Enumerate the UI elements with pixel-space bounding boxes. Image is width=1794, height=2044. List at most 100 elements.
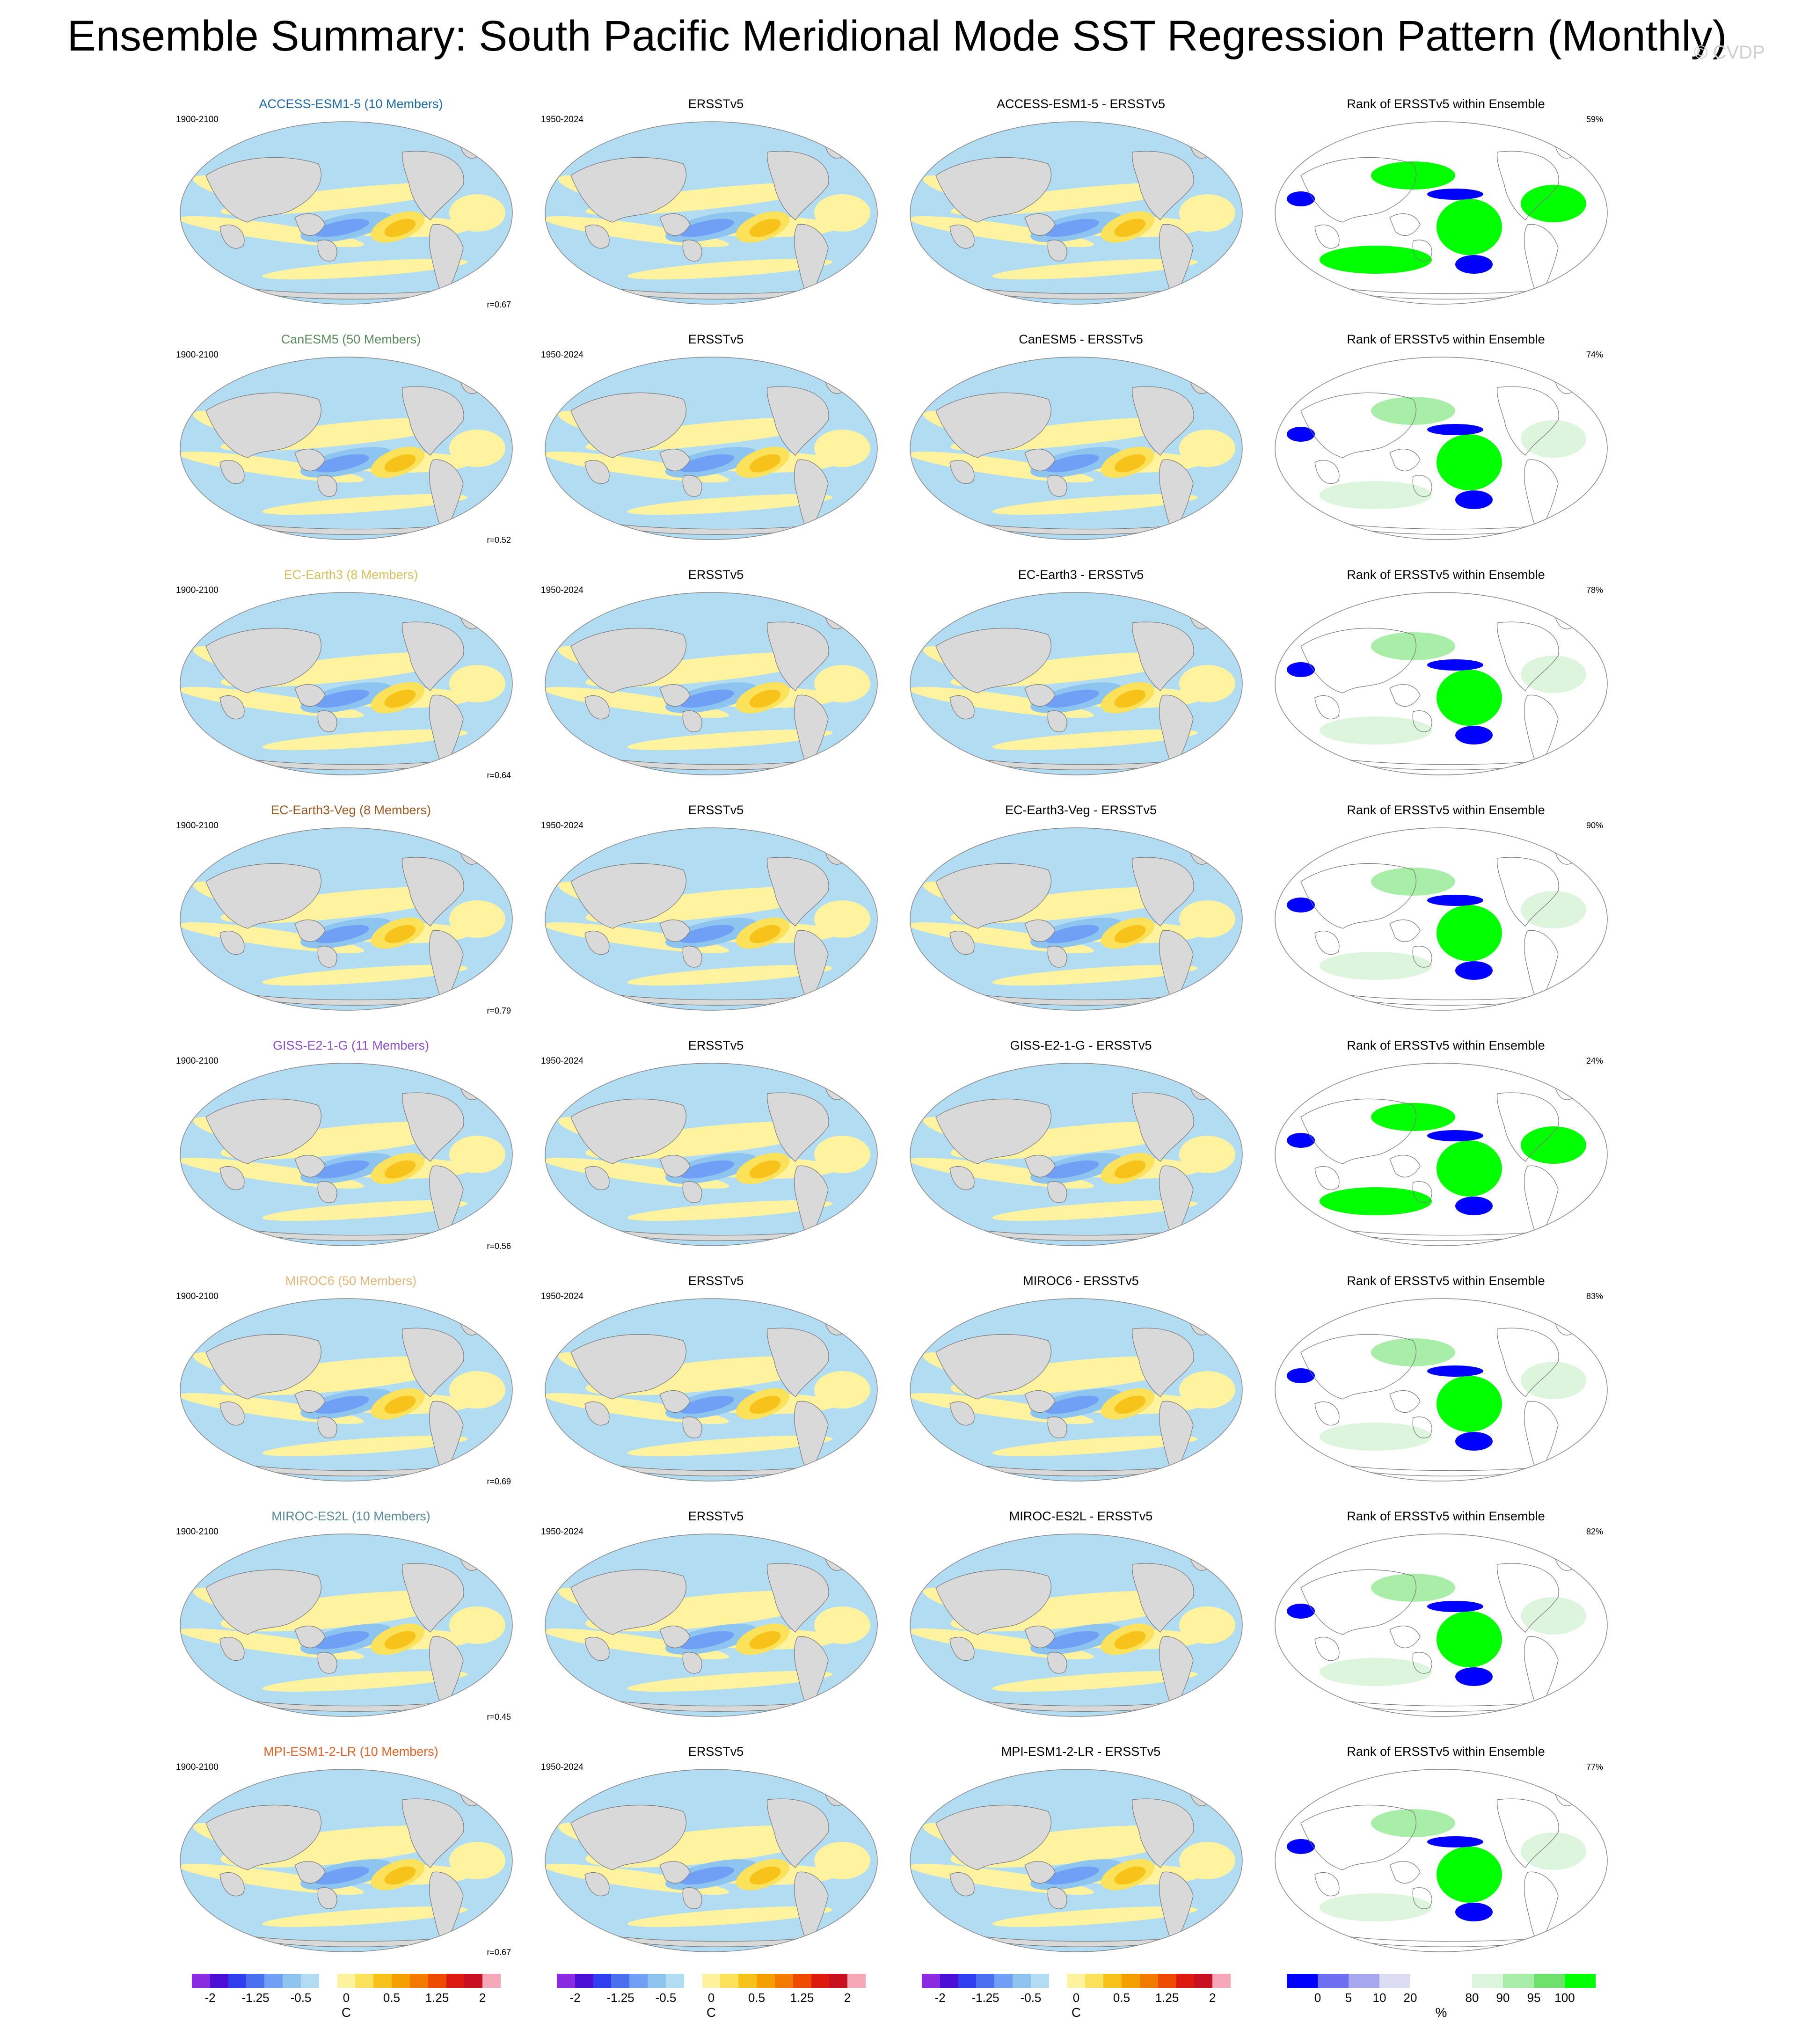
rank-percent: 74% — [1586, 350, 1603, 359]
model-panel: EC-Earth3 (8 Members) 1900-2100 r=0.64 — [173, 567, 529, 782]
model-map — [180, 121, 513, 305]
period-label: 1900-2100 — [176, 585, 219, 595]
obs-panel: ERSSTv5 1950-2024 — [538, 96, 894, 311]
period-label: 1900-2100 — [176, 1056, 219, 1066]
period-label: 1900-2100 — [176, 350, 219, 360]
panel-title: EC-Earth3-Veg (8 Members) — [270, 803, 431, 817]
colorbar-swatch — [1349, 1974, 1379, 1988]
model-map — [180, 1533, 513, 1717]
model-panel: MIROC-ES2L (10 Members) 1900-2100 r=0.45 — [173, 1508, 529, 1723]
colorbar-swatch — [392, 1974, 410, 1988]
colorbar-tick-label: -2 — [204, 1991, 216, 2005]
colorbar-swatches — [557, 1974, 866, 1988]
colorbar-swatch — [665, 1974, 684, 1988]
sst-colorbar: -2 -1.25 -0.5 0 0.5 1.25 2 C — [192, 1974, 501, 2021]
obs-panel: ERSSTv5 1950-2024 — [538, 567, 894, 782]
period-label: 1950-2024 — [541, 821, 583, 831]
colorbar-swatch — [629, 1974, 648, 1988]
diff-map — [910, 121, 1243, 305]
colorbar-swatches — [922, 1974, 1231, 1988]
panel-title: ERSSTv5 — [688, 1038, 744, 1052]
panel-title: ERSSTv5 — [688, 1745, 744, 1759]
rank-map — [1275, 827, 1608, 1011]
diff-panel: GISS-E2-1-G - ERSSTv5 — [903, 1037, 1259, 1253]
panel-title: EC-Earth3-Veg - ERSSTv5 — [1005, 803, 1157, 817]
colorbar-tick-label: 80 — [1465, 1991, 1479, 2005]
colorbar-swatch — [1013, 1974, 1031, 1988]
model-map — [180, 1298, 513, 1482]
colorbar-swatch — [446, 1974, 465, 1988]
copyright-label: © CVDP — [1694, 42, 1765, 63]
colorbar-tick-label: -0.5 — [290, 1991, 312, 2005]
model-panel: GISS-E2-1-G (11 Members) 1900-2100 r=0.56 — [173, 1037, 529, 1253]
period-label: 1950-2024 — [541, 350, 583, 360]
rank-panel: Rank of ERSSTv5 within Ensemble 78% — [1268, 567, 1624, 782]
period-label: 1900-2100 — [176, 115, 219, 124]
colorbar-tick-label: 2 — [844, 1991, 851, 2005]
panel-title: MIROC6 (50 Members) — [285, 1274, 417, 1288]
colorbar-swatch — [464, 1974, 483, 1988]
diff-map — [910, 1063, 1243, 1246]
colorbar-swatch — [337, 1974, 356, 1988]
colorbar-swatch — [648, 1974, 666, 1988]
obs-map — [545, 1769, 878, 1952]
colorbar-swatch — [922, 1974, 940, 1988]
colorbar-swatch — [373, 1974, 392, 1988]
colorbar-tick-label: -2 — [569, 1991, 581, 2005]
colorbar-swatch — [1067, 1974, 1086, 1988]
colorbar-tick-label: 0.5 — [748, 1991, 766, 2005]
period-label: 1900-2100 — [176, 1527, 219, 1537]
colorbar-swatch — [557, 1974, 575, 1988]
rank-map — [1275, 1063, 1608, 1246]
panel-title: GISS-E2-1-G - ERSSTv5 — [1010, 1038, 1152, 1052]
colorbar-tick-label: -1.25 — [606, 1991, 634, 2005]
diff-panel: CanESM5 - ERSSTv5 — [903, 331, 1259, 547]
rank-percent: 77% — [1586, 1762, 1603, 1772]
rank-panel: Rank of ERSSTv5 within Ensemble 83% — [1268, 1273, 1624, 1488]
pattern-correlation: r=0.52 — [487, 535, 511, 545]
rank-panel: Rank of ERSSTv5 within Ensemble 82% — [1268, 1508, 1624, 1723]
rank-map — [1275, 357, 1608, 540]
rank-percent: 82% — [1586, 1527, 1603, 1536]
colorbar-swatch — [1534, 1974, 1565, 1988]
colorbar-tick-label: 0 — [1314, 1991, 1321, 2005]
panel-title: ACCESS-ESM1-5 (10 Members) — [259, 97, 443, 111]
obs-map — [545, 357, 878, 540]
pattern-correlation: r=0.69 — [487, 1477, 511, 1486]
colorbar-tick-label: -1.25 — [971, 1991, 999, 2005]
panel-title: ERSSTv5 — [688, 332, 744, 346]
colorbar-swatch — [1158, 1974, 1176, 1988]
rank-panel: Rank of ERSSTv5 within Ensemble 90% — [1268, 802, 1624, 1017]
colorbar-tick-label: 2 — [479, 1991, 486, 2005]
colorbar-swatch — [684, 1974, 702, 1988]
model-panel: MIROC6 (50 Members) 1900-2100 r=0.69 — [173, 1273, 529, 1488]
panel-title: ERSSTv5 — [688, 568, 744, 582]
colorbar-tick-label: -1.25 — [241, 1991, 270, 2005]
diff-map — [910, 827, 1243, 1011]
period-label: 1950-2024 — [541, 1762, 583, 1772]
colorbar-swatch — [958, 1974, 977, 1988]
colorbar-swatch — [1085, 1974, 1104, 1988]
colorbar-tick-label: 20 — [1403, 1991, 1417, 2005]
period-label: 1900-2100 — [176, 821, 219, 831]
pattern-correlation: r=0.45 — [487, 1712, 511, 1722]
colorbar-tick-label: 0 — [1072, 1991, 1080, 2005]
panel-title: CanESM5 - ERSSTv5 — [1019, 332, 1143, 346]
colorbar-tick-label: 1.25 — [1155, 1991, 1179, 2005]
colorbar-swatch — [1503, 1974, 1534, 1988]
colorbar-swatch — [811, 1974, 830, 1988]
colorbar-tick-label: 10 — [1372, 1991, 1386, 2005]
obs-panel: ERSSTv5 1950-2024 — [538, 331, 894, 547]
rank-panel: Rank of ERSSTv5 within Ensemble 77% — [1268, 1744, 1624, 1959]
diff-panel: EC-Earth3 - ERSSTv5 — [903, 567, 1259, 782]
panel-title: MIROC6 - ERSSTv5 — [1023, 1274, 1139, 1288]
colorbar-swatch — [593, 1974, 612, 1988]
colorbar-swatch — [283, 1974, 301, 1988]
panel-title: Rank of ERSSTv5 within Ensemble — [1347, 1745, 1545, 1759]
colorbar-swatch — [738, 1974, 757, 1988]
colorbar-swatch — [246, 1974, 265, 1988]
model-map — [180, 357, 513, 540]
diff-panel: ACCESS-ESM1-5 - ERSSTv5 — [903, 96, 1259, 311]
panel-title: Rank of ERSSTv5 within Ensemble — [1347, 1038, 1545, 1052]
